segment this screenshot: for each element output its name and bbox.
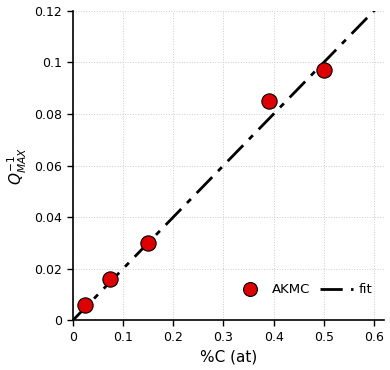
Legend: AKMC, fit: AKMC, fit xyxy=(228,278,378,302)
AKMC xyxy=(266,98,272,104)
AKMC xyxy=(145,240,151,246)
Y-axis label: $Q_{MAX}^{-1}$: $Q_{MAX}^{-1}$ xyxy=(5,147,29,185)
AKMC xyxy=(82,302,89,308)
X-axis label: %C (at): %C (at) xyxy=(200,349,257,364)
AKMC xyxy=(107,276,113,282)
AKMC xyxy=(321,67,327,73)
